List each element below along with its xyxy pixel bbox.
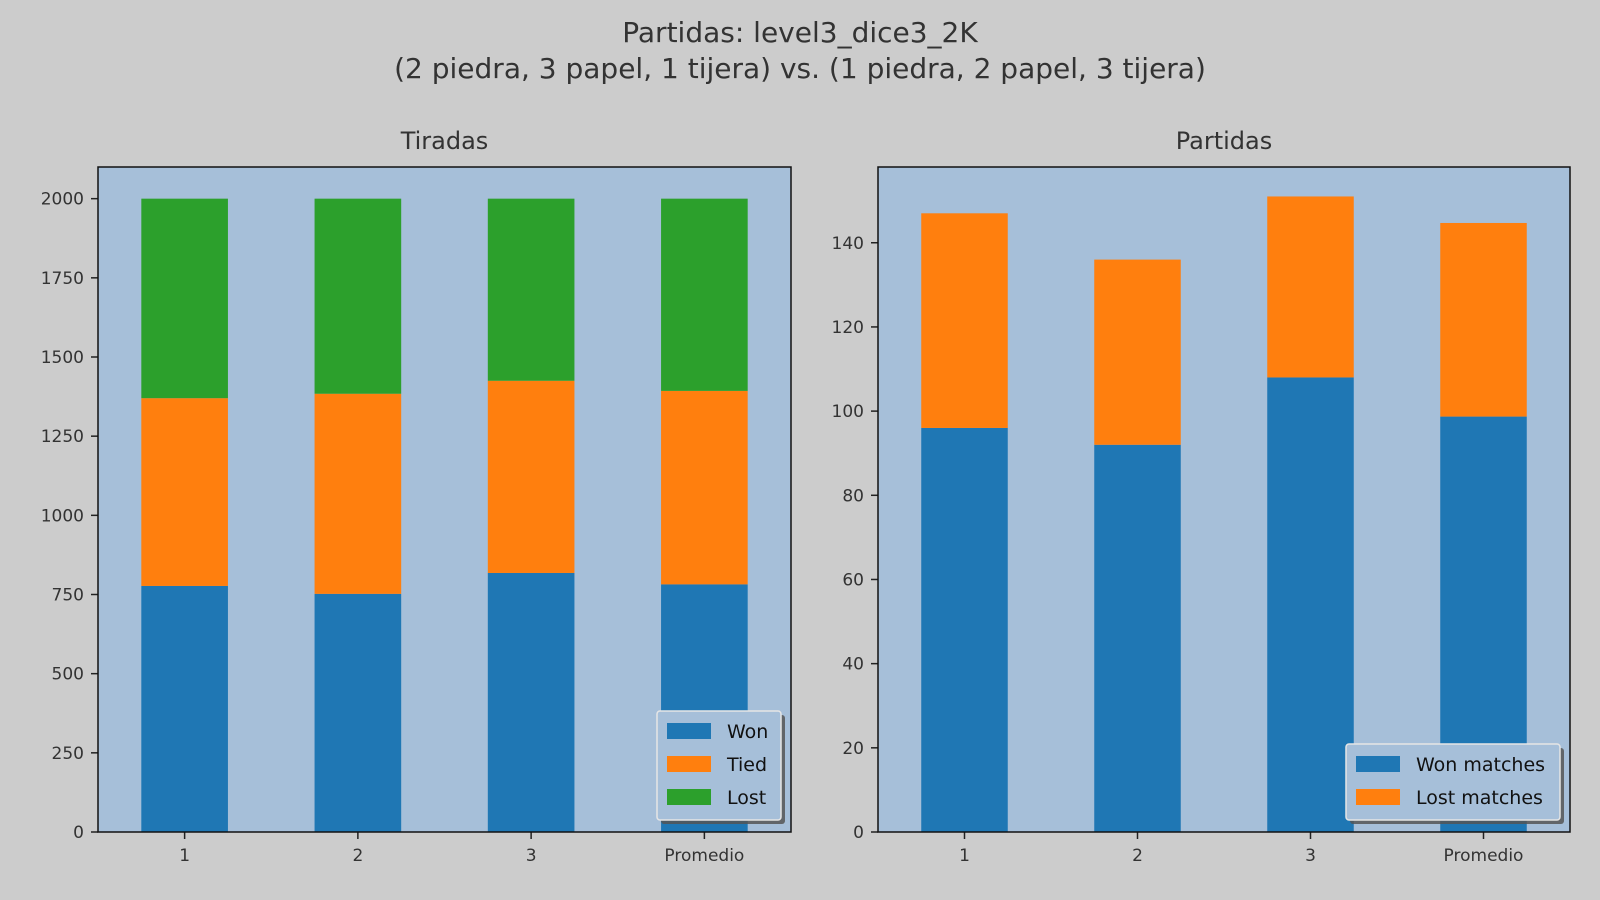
y-tick-label: 500 <box>52 665 84 685</box>
legend-swatch <box>1356 789 1400 805</box>
bar-won-1 <box>141 585 228 832</box>
bar-lost-4 <box>661 198 748 391</box>
legend-label: Won matches <box>1416 754 1545 776</box>
y-tick-label: 0 <box>73 823 84 843</box>
bar-lost-matches-3 <box>1267 196 1354 378</box>
axes-title: Partidas <box>1176 127 1273 155</box>
x-tick-label: 2 <box>352 846 363 866</box>
legend: Won Tied Lost <box>656 710 785 824</box>
bar-tied-2 <box>314 393 402 594</box>
bar-tied-4 <box>661 390 748 585</box>
axes-frame <box>877 166 1571 833</box>
y-tick-label: 40 <box>842 655 864 675</box>
bar-lost-matches-1 <box>921 213 1008 428</box>
y-tick-label: 0 <box>853 823 864 843</box>
bar-won-matches-1 <box>921 427 1008 832</box>
bar-tied-1 <box>141 398 228 586</box>
bar-lost-matches-2 <box>1094 259 1181 445</box>
legend-swatch <box>1356 756 1400 772</box>
legend-swatch <box>667 723 711 739</box>
bar-won-2 <box>314 593 402 832</box>
legend-label: Lost <box>727 787 766 809</box>
y-tick-label: 140 <box>832 234 864 254</box>
legend-swatch <box>667 756 711 772</box>
chart-partidas: Partidas 1 2 3 Promedio 0 20 40 60 80 100 120 140 Won… <box>832 127 1571 866</box>
bar-lost-2 <box>314 198 402 394</box>
y-tick-label: 1250 <box>41 427 84 447</box>
y-tick-label: 60 <box>842 570 864 590</box>
x-tick-label: 2 <box>1132 846 1143 866</box>
legend-label: Lost matches <box>1416 787 1543 809</box>
legend-label: Won <box>727 721 768 743</box>
chart-tiradas: Tiradas 1 2 3 Promedio 0 250 500 750 1000 1250 1500… <box>41 127 792 866</box>
x-tick-label: Promedio <box>1444 846 1524 866</box>
bar-won-matches-2 <box>1094 444 1181 832</box>
y-tick-label: 1500 <box>41 348 84 368</box>
legend-label: Tied <box>726 754 767 776</box>
bar-lost-3 <box>487 198 575 381</box>
bar-won-matches-3 <box>1267 377 1354 832</box>
bar-won-3 <box>487 572 575 832</box>
y-tick-label: 750 <box>52 586 84 606</box>
x-tick-label: 1 <box>959 846 970 866</box>
bar-lost-matches-4 <box>1440 222 1527 417</box>
y-tick-label: 1000 <box>41 506 84 526</box>
axes-frame <box>97 166 792 833</box>
x-tick-label: 1 <box>179 846 190 866</box>
x-tick-label: Promedio <box>664 846 744 866</box>
bar-tied-3 <box>487 380 575 573</box>
x-tick-label: 3 <box>526 846 537 866</box>
legend: Won matches Lost matches <box>1345 743 1564 824</box>
axes-title: Tiradas <box>400 127 489 155</box>
y-tick-label: 1750 <box>41 269 84 289</box>
bar-lost-1 <box>141 198 228 399</box>
y-tick-label: 80 <box>842 486 864 506</box>
legend-swatch <box>667 789 711 805</box>
x-tick-label: 3 <box>1305 846 1316 866</box>
y-tick-label: 120 <box>832 318 864 338</box>
y-tick-label: 100 <box>832 402 864 422</box>
y-tick-label: 20 <box>842 739 864 759</box>
figure-title-line2: (2 piedra, 3 papel, 1 tijera) vs. (1 pie… <box>394 52 1206 85</box>
y-tick-label: 2000 <box>41 190 84 210</box>
y-tick-label: 250 <box>52 744 84 764</box>
figure-title-line1: Partidas: level3_dice3_2K <box>622 16 978 49</box>
